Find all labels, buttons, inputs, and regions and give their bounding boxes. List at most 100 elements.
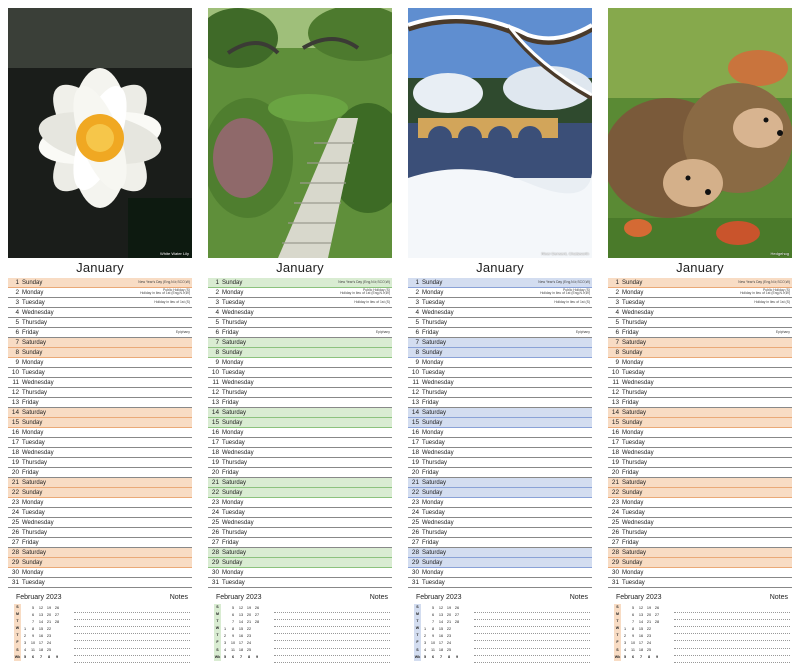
day-row[interactable]: 10 Tuesday <box>408 368 592 378</box>
day-row[interactable]: 25 Wednesday <box>608 518 792 528</box>
day-row[interactable]: 20 Friday <box>408 468 592 478</box>
day-row[interactable]: 16 Monday <box>608 428 792 438</box>
notes-line[interactable] <box>274 613 390 621</box>
day-row[interactable]: 8 Sunday <box>8 348 192 358</box>
day-row[interactable]: 17 Tuesday <box>8 438 192 448</box>
notes-lines[interactable] <box>474 606 590 663</box>
day-row[interactable]: 30 Monday <box>208 568 392 578</box>
notes-line[interactable] <box>674 627 790 635</box>
day-row[interactable]: 25 Wednesday <box>8 518 192 528</box>
day-row[interactable]: 15 Sunday <box>408 418 592 428</box>
day-row[interactable]: 28 Saturday <box>8 548 192 558</box>
day-row[interactable]: 27 Friday <box>8 538 192 548</box>
day-row[interactable]: 11 Wednesday <box>8 378 192 388</box>
day-row[interactable]: 21 Saturday <box>8 478 192 488</box>
day-row[interactable]: 26 Thursday <box>8 528 192 538</box>
day-row[interactable]: 18 Wednesday <box>8 448 192 458</box>
day-row[interactable]: 31 Tuesday <box>208 578 392 588</box>
notes-line[interactable] <box>474 641 590 649</box>
day-row[interactable]: 9 Monday <box>8 358 192 368</box>
day-row[interactable]: 29 Sunday <box>208 558 392 568</box>
notes-line[interactable] <box>74 641 190 649</box>
day-row[interactable]: 21 Saturday <box>208 478 392 488</box>
day-row[interactable]: 29 Sunday <box>608 558 792 568</box>
day-row[interactable]: 4 Wednesday <box>608 308 792 318</box>
day-row[interactable]: 31 Tuesday <box>608 578 792 588</box>
notes-line[interactable] <box>274 620 390 628</box>
day-row[interactable]: 29 Sunday <box>8 558 192 568</box>
day-row[interactable]: 11 Wednesday <box>608 378 792 388</box>
day-row[interactable]: 14 Saturday <box>8 408 192 418</box>
day-row[interactable]: 15 Sunday <box>608 418 792 428</box>
day-row[interactable]: 26 Thursday <box>208 528 392 538</box>
day-row[interactable]: 20 Friday <box>8 468 192 478</box>
day-row[interactable]: 25 Wednesday <box>208 518 392 528</box>
day-row[interactable]: 6 Friday Epiphany <box>208 328 392 338</box>
notes-line[interactable] <box>474 613 590 621</box>
day-row[interactable]: 19 Thursday <box>408 458 592 468</box>
day-row[interactable]: 2 Monday Public Holiday (S) Holiday in lieu… <box>8 288 192 298</box>
day-row[interactable]: 6 Friday Epiphany <box>608 328 792 338</box>
day-row[interactable]: 24 Tuesday <box>408 508 592 518</box>
day-row[interactable]: 18 Wednesday <box>208 448 392 458</box>
notes-line[interactable] <box>474 656 590 663</box>
day-row[interactable]: 19 Thursday <box>608 458 792 468</box>
notes-line[interactable] <box>674 606 790 614</box>
day-row[interactable]: 6 Friday Epiphany <box>408 328 592 338</box>
notes-line[interactable] <box>74 627 190 635</box>
day-row[interactable]: 4 Wednesday <box>408 308 592 318</box>
day-row[interactable]: 10 Tuesday <box>608 368 792 378</box>
day-row[interactable]: 10 Tuesday <box>208 368 392 378</box>
notes-line[interactable] <box>274 649 390 656</box>
notes-line[interactable] <box>274 641 390 649</box>
day-row[interactable]: 31 Tuesday <box>8 578 192 588</box>
day-row[interactable]: 23 Monday <box>208 498 392 508</box>
day-row[interactable]: 2 Monday Public Holiday (S) Holiday in lieu… <box>208 288 392 298</box>
notes-line[interactable] <box>674 613 790 621</box>
day-row[interactable]: 27 Friday <box>208 538 392 548</box>
day-row[interactable]: 5 Thursday <box>608 318 792 328</box>
day-row[interactable]: 28 Saturday <box>608 548 792 558</box>
day-row[interactable]: 15 Sunday <box>208 418 392 428</box>
day-row[interactable]: 18 Wednesday <box>408 448 592 458</box>
day-row[interactable]: 25 Wednesday <box>408 518 592 528</box>
day-row[interactable]: 20 Friday <box>208 468 392 478</box>
day-row[interactable]: 2 Monday Public Holiday (S) Holiday in lieu… <box>408 288 592 298</box>
day-row[interactable]: 13 Friday <box>608 398 792 408</box>
notes-lines[interactable] <box>674 606 790 663</box>
day-row[interactable]: 16 Monday <box>208 428 392 438</box>
notes-line[interactable] <box>274 634 390 642</box>
day-row[interactable]: 8 Sunday <box>208 348 392 358</box>
day-row[interactable]: 23 Monday <box>608 498 792 508</box>
day-row[interactable]: 14 Saturday <box>408 408 592 418</box>
day-row[interactable]: 21 Saturday <box>408 478 592 488</box>
notes-line[interactable] <box>474 620 590 628</box>
day-row[interactable]: 7 Saturday <box>408 338 592 348</box>
day-row[interactable]: 17 Tuesday <box>408 438 592 448</box>
day-row[interactable]: 6 Friday Epiphany <box>8 328 192 338</box>
day-row[interactable]: 8 Sunday <box>608 348 792 358</box>
day-row[interactable]: 23 Monday <box>408 498 592 508</box>
day-row[interactable]: 10 Tuesday <box>8 368 192 378</box>
day-row[interactable]: 18 Wednesday <box>608 448 792 458</box>
day-row[interactable]: 5 Thursday <box>8 318 192 328</box>
day-row[interactable]: 24 Tuesday <box>208 508 392 518</box>
notes-line[interactable] <box>74 634 190 642</box>
day-row[interactable]: 17 Tuesday <box>608 438 792 448</box>
notes-line[interactable] <box>74 656 190 663</box>
day-row[interactable]: 28 Saturday <box>408 548 592 558</box>
day-row[interactable]: 9 Monday <box>208 358 392 368</box>
day-row[interactable]: 7 Saturday <box>208 338 392 348</box>
day-row[interactable]: 22 Sunday <box>208 488 392 498</box>
day-row[interactable]: 30 Monday <box>408 568 592 578</box>
notes-line[interactable] <box>274 627 390 635</box>
day-row[interactable]: 19 Thursday <box>8 458 192 468</box>
day-row[interactable]: 26 Thursday <box>408 528 592 538</box>
day-row[interactable]: 8 Sunday <box>408 348 592 358</box>
day-row[interactable]: 27 Friday <box>608 538 792 548</box>
day-row[interactable]: 7 Saturday <box>608 338 792 348</box>
day-row[interactable]: 31 Tuesday <box>408 578 592 588</box>
notes-line[interactable] <box>274 656 390 663</box>
day-row[interactable]: 24 Tuesday <box>608 508 792 518</box>
day-row[interactable]: 11 Wednesday <box>208 378 392 388</box>
